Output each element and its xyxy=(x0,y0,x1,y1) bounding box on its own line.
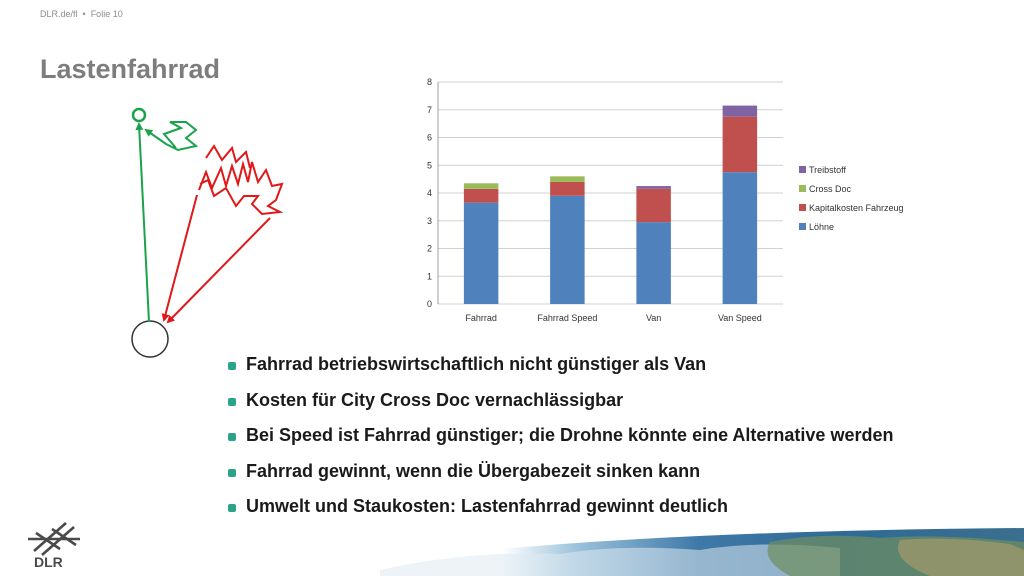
bar-segment xyxy=(636,188,671,223)
dlr-logo: DLR xyxy=(28,522,80,570)
chart-x-axis: Fahrrad Fahrrad Speed Van Van Speed xyxy=(465,313,761,323)
bar-segment xyxy=(463,183,499,189)
y-tick-label: 7 xyxy=(427,105,432,115)
y-tick-label: 3 xyxy=(427,216,432,226)
legend-swatch xyxy=(799,166,806,173)
slide-number-label: Folie 10 xyxy=(90,9,123,19)
legend-label: Treibstoff xyxy=(809,165,847,175)
bullet-text: Fahrrad betriebswirtschaftlich nicht gün… xyxy=(246,354,707,374)
bullet-item: Bei Speed ist Fahrrad günstiger; die Dro… xyxy=(226,425,893,461)
y-tick-label: 2 xyxy=(427,244,432,254)
y-tick-label: 8 xyxy=(427,77,432,87)
chart-bars xyxy=(463,105,758,304)
y-tick-label: 5 xyxy=(427,160,432,170)
bar-segment xyxy=(463,202,499,304)
bar-segment xyxy=(550,181,585,196)
bar-segment xyxy=(636,222,671,304)
bullet-item: Kosten für City Cross Doc vernachlässigb… xyxy=(226,390,893,426)
y-tick-label: 1 xyxy=(427,271,432,281)
dlr-logo-mark xyxy=(28,522,80,556)
earth-footer-band xyxy=(300,528,1024,576)
green-zigzag-route xyxy=(144,121,199,152)
bullet-marker xyxy=(228,397,236,406)
legend-swatch xyxy=(799,223,806,230)
bar-segment xyxy=(463,188,499,203)
y-tick-label: 4 xyxy=(427,188,432,198)
header-separator: • xyxy=(82,9,86,19)
bullet-text: Kosten für City Cross Doc vernachlässigb… xyxy=(246,389,624,410)
legend-swatch xyxy=(799,204,806,211)
slide-header: DLR.de/fl • Folie 10 xyxy=(40,9,123,19)
destination-circle xyxy=(131,107,147,123)
bullet-text: Fahrrad gewinnt, wenn die Übergabezeit s… xyxy=(246,460,701,481)
bullet-marker xyxy=(228,504,236,512)
earth-clouds xyxy=(380,544,840,576)
bullet-item: Fahrrad gewinnt, wenn die Übergabezeit s… xyxy=(226,461,893,497)
bar-segment xyxy=(722,172,758,304)
y-tick-label: 0 xyxy=(427,299,432,309)
x-tick-label: Fahrrad Speed xyxy=(537,313,597,323)
slide-title: Lastenfahrrad xyxy=(40,54,221,84)
chart-y-axis: 0 1 2 3 4 5 6 7 8 xyxy=(427,77,432,309)
bullet-item: Fahrrad betriebswirtschaftlich nicht gün… xyxy=(226,354,893,390)
bar-segment xyxy=(636,186,671,189)
dlr-logo-text: DLR xyxy=(34,554,63,570)
bar-segment xyxy=(722,105,758,117)
green-trunk-arrow xyxy=(135,122,150,323)
bullet-text: Bei Speed ist Fahrrad günstiger; die Dro… xyxy=(246,425,894,445)
red-trunk-arrow-2 xyxy=(166,217,271,324)
bar-segment xyxy=(550,195,585,304)
route-illustration xyxy=(131,107,284,358)
bullet-marker xyxy=(228,433,236,441)
cost-chart: 0 1 2 3 4 5 6 7 8 Fahrrad Fahrrad Speed Van Van Spe… xyxy=(427,77,904,323)
red-trunk-arrow-1 xyxy=(161,194,198,322)
bullet-item: Umwelt und Staukosten: Lastenfahrrad gew… xyxy=(226,496,893,532)
source-label: DLR.de/fl xyxy=(40,9,78,19)
legend-label: Löhne xyxy=(809,222,834,232)
x-tick-label: Van Speed xyxy=(718,313,762,323)
depot-circle xyxy=(131,320,169,358)
bar-segment xyxy=(722,116,758,173)
bullet-marker xyxy=(228,362,236,370)
y-tick-label: 6 xyxy=(427,133,432,143)
bullet-marker xyxy=(228,468,236,477)
legend-label: Cross Doc xyxy=(809,184,852,194)
earth-land-desert xyxy=(898,538,1024,576)
bar-segment xyxy=(550,176,585,182)
bullet-text: Umwelt und Staukosten: Lastenfahrrad gew… xyxy=(246,496,729,516)
legend-label: Kapitalkosten Fahrzeug xyxy=(809,203,904,213)
bullet-list: Fahrrad betriebswirtschaftlich nicht gün… xyxy=(226,354,893,532)
x-tick-label: Fahrrad xyxy=(465,313,497,323)
legend-swatch xyxy=(799,185,806,192)
red-zigzag-route xyxy=(198,144,284,216)
x-tick-label: Van xyxy=(646,313,661,323)
chart-legend: Treibstoff Cross Doc Kapitalkosten Fahrzeu… xyxy=(799,165,904,232)
